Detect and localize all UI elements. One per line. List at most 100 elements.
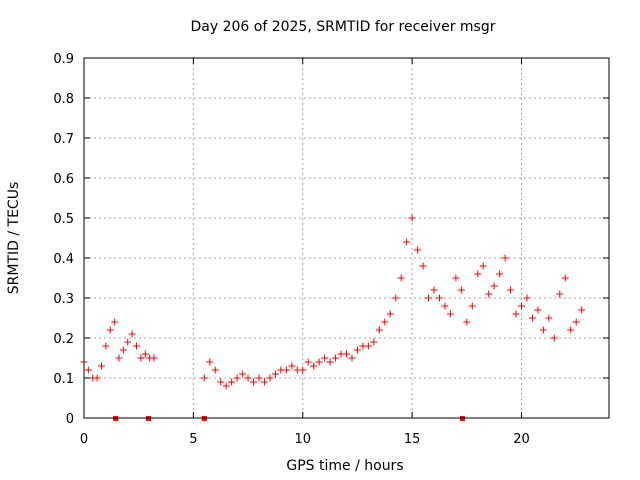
x-tick-label: 0 bbox=[80, 432, 88, 447]
data-point bbox=[441, 302, 449, 310]
data-point bbox=[463, 318, 471, 326]
y-tick-label: 0.4 bbox=[53, 252, 74, 267]
data-point bbox=[539, 326, 547, 334]
data-point bbox=[233, 374, 241, 382]
data-point bbox=[528, 314, 536, 322]
data-point bbox=[381, 318, 389, 326]
y-tick-label: 0.3 bbox=[53, 292, 74, 307]
data-point bbox=[133, 342, 140, 350]
data-point bbox=[479, 262, 487, 270]
data-point bbox=[397, 274, 405, 282]
y-tick-label: 0.6 bbox=[53, 172, 74, 187]
y-tick-label: 0.9 bbox=[53, 52, 74, 67]
data-point bbox=[572, 318, 580, 326]
data-point bbox=[512, 310, 520, 318]
data-point bbox=[430, 286, 438, 294]
x-tick-label: 5 bbox=[189, 432, 197, 447]
data-point bbox=[332, 354, 340, 362]
data-point bbox=[239, 370, 247, 378]
data-point bbox=[414, 246, 422, 254]
data-point bbox=[137, 354, 145, 362]
data-point bbox=[446, 310, 454, 318]
data-point bbox=[518, 302, 525, 310]
data-point bbox=[98, 362, 105, 370]
chart-title: Day 206 of 2025, SRMTID for receiver msg… bbox=[191, 19, 496, 35]
data-point bbox=[106, 326, 114, 334]
y-tick-label: 0.5 bbox=[53, 212, 74, 227]
data-point bbox=[299, 366, 307, 374]
data-point bbox=[468, 302, 476, 310]
data-point bbox=[348, 354, 356, 362]
data-point bbox=[501, 254, 509, 262]
data-point bbox=[452, 274, 460, 282]
y-tick-label: 0.7 bbox=[53, 132, 74, 147]
data-point bbox=[507, 286, 515, 294]
data-point bbox=[255, 374, 263, 382]
data-point bbox=[364, 342, 372, 350]
data-point bbox=[457, 286, 465, 294]
data-point bbox=[128, 330, 136, 338]
data-point bbox=[561, 274, 569, 282]
data-point bbox=[578, 306, 586, 314]
data-point bbox=[211, 366, 219, 374]
data-point bbox=[496, 270, 504, 278]
data-point bbox=[271, 370, 279, 378]
data-points bbox=[80, 214, 586, 390]
data-point bbox=[111, 318, 119, 326]
y-tick-label: 0.1 bbox=[53, 372, 74, 387]
data-point bbox=[567, 326, 575, 334]
data-point bbox=[115, 354, 123, 362]
data-point bbox=[425, 294, 433, 302]
data-point bbox=[419, 262, 427, 270]
data-point bbox=[321, 354, 329, 362]
data-point bbox=[250, 378, 258, 386]
data-point bbox=[266, 374, 274, 382]
data-point bbox=[119, 346, 127, 354]
plot-frame bbox=[83, 57, 610, 419]
data-point bbox=[304, 358, 312, 366]
data-point bbox=[244, 374, 252, 382]
data-point bbox=[343, 350, 350, 358]
grid bbox=[84, 58, 609, 418]
data-point bbox=[474, 270, 482, 278]
data-point bbox=[150, 354, 158, 362]
y-tick-label: 0.2 bbox=[53, 332, 74, 347]
data-point bbox=[435, 294, 443, 302]
data-point bbox=[288, 362, 296, 370]
x-axis-title: GPS time / hours bbox=[286, 458, 403, 474]
data-point bbox=[545, 314, 553, 322]
data-point bbox=[206, 358, 214, 366]
data-point bbox=[523, 294, 531, 302]
data-point bbox=[408, 214, 416, 222]
data-point bbox=[326, 358, 334, 366]
data-point bbox=[550, 334, 558, 342]
data-point bbox=[392, 294, 400, 302]
data-point bbox=[228, 378, 236, 386]
x-tick-label: 15 bbox=[404, 432, 421, 447]
data-point bbox=[141, 350, 149, 358]
data-point bbox=[260, 378, 268, 386]
data-point bbox=[403, 238, 411, 246]
x-tick-label: 20 bbox=[513, 432, 530, 447]
data-point bbox=[386, 310, 394, 318]
y-tick-label: 0.8 bbox=[53, 92, 74, 107]
data-point bbox=[485, 290, 493, 298]
data-point bbox=[84, 366, 92, 374]
data-point bbox=[124, 338, 132, 346]
data-point bbox=[310, 362, 318, 370]
data-point bbox=[375, 326, 383, 334]
data-point bbox=[490, 282, 498, 290]
data-point bbox=[200, 374, 208, 382]
data-point bbox=[93, 374, 101, 382]
data-point bbox=[370, 338, 378, 346]
y-axis-title: SRMTID / TECUs bbox=[6, 182, 22, 295]
data-point bbox=[556, 290, 564, 298]
data-point bbox=[217, 378, 225, 386]
data-point bbox=[353, 346, 361, 354]
data-point bbox=[282, 366, 290, 374]
data-point bbox=[222, 382, 230, 390]
data-point bbox=[315, 358, 323, 366]
data-point bbox=[102, 342, 110, 350]
x-tick-label: 10 bbox=[294, 432, 311, 447]
